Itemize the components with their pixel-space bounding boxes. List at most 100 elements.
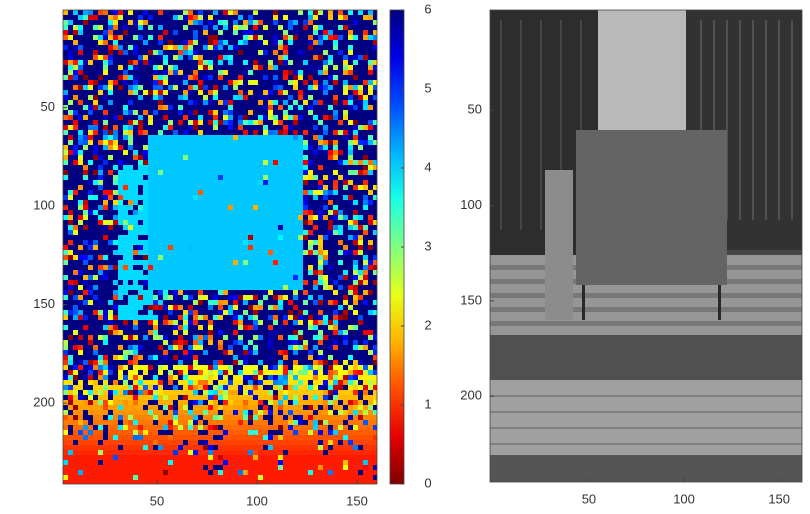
pixel — [203, 105, 208, 110]
pixel — [358, 165, 363, 170]
pixel — [83, 30, 88, 35]
pixel — [78, 80, 83, 85]
pixel — [253, 55, 258, 60]
pixel — [228, 400, 233, 405]
pixel — [128, 35, 133, 40]
pixel — [68, 180, 73, 185]
pixel — [283, 305, 288, 310]
pixel — [323, 80, 328, 85]
pixel — [63, 355, 68, 360]
pixel — [118, 190, 123, 195]
pixel — [103, 340, 108, 345]
pixel — [233, 215, 238, 220]
pixel — [288, 375, 293, 380]
pixel — [103, 275, 108, 280]
pixel — [63, 50, 68, 55]
pixel — [298, 200, 303, 205]
pixel — [233, 375, 238, 380]
pixel — [143, 285, 148, 290]
pixel — [228, 170, 233, 175]
pixel — [168, 315, 173, 320]
pixel — [248, 130, 253, 135]
pixel — [328, 30, 333, 35]
pixel — [213, 150, 218, 155]
pixel — [293, 160, 298, 165]
pixel — [193, 180, 198, 185]
pixel — [273, 240, 278, 245]
pixel — [163, 370, 168, 375]
pixel — [193, 385, 198, 390]
pixel — [238, 240, 243, 245]
pixel — [93, 235, 98, 240]
pixel — [273, 320, 278, 325]
pixel — [278, 75, 283, 80]
pixel — [168, 80, 173, 85]
pixel — [73, 45, 78, 50]
pixel — [118, 345, 123, 350]
pixel — [323, 165, 328, 170]
pixel — [78, 15, 83, 20]
pixel — [368, 265, 373, 270]
pixel — [353, 285, 358, 290]
pixel — [73, 15, 78, 20]
pixel — [373, 45, 377, 50]
pixel — [193, 140, 198, 145]
pixel — [233, 300, 238, 305]
pixel — [63, 400, 68, 405]
pixel — [108, 325, 113, 330]
pixel — [358, 290, 363, 295]
pixel — [328, 225, 333, 230]
pixel — [303, 35, 308, 40]
pixel — [268, 140, 273, 145]
pixel — [128, 310, 133, 315]
pixel — [293, 85, 298, 90]
pixel — [148, 115, 153, 120]
pixel — [338, 245, 343, 250]
pixel — [313, 125, 318, 130]
pixel — [283, 280, 288, 285]
pixel — [358, 275, 363, 280]
pixel — [248, 245, 253, 250]
pixel — [228, 310, 233, 315]
pixel — [73, 185, 78, 190]
pixel — [343, 355, 348, 360]
pixel — [138, 335, 143, 340]
pixel — [288, 80, 293, 85]
pixel — [73, 370, 78, 375]
pixel — [73, 90, 78, 95]
pixel — [228, 150, 233, 155]
pixel — [163, 350, 168, 355]
pixel — [203, 60, 208, 65]
pixel — [93, 350, 98, 355]
pixel — [333, 205, 338, 210]
pixel — [73, 65, 78, 70]
pixel — [213, 255, 218, 260]
pixel — [138, 140, 143, 145]
pixel — [343, 165, 348, 170]
pixel — [173, 345, 178, 350]
pixel — [253, 355, 258, 360]
pixel — [363, 60, 368, 65]
pixel — [173, 50, 178, 55]
pixel — [158, 250, 163, 255]
pixel — [178, 205, 183, 210]
pixel — [158, 50, 163, 55]
pixel — [298, 400, 303, 405]
pixel — [108, 120, 113, 125]
pixel — [68, 300, 73, 305]
pixel — [163, 280, 168, 285]
pixel — [268, 90, 273, 95]
pixel — [103, 55, 108, 60]
pixel — [258, 130, 263, 135]
pixel — [343, 350, 348, 355]
pixel — [118, 370, 123, 375]
pixel — [93, 50, 98, 55]
pixel — [143, 370, 148, 375]
pixel — [68, 315, 73, 320]
pixel — [103, 115, 108, 120]
pixel — [188, 125, 193, 130]
pixel — [93, 175, 98, 180]
pixel — [73, 135, 78, 140]
pixel — [233, 100, 238, 105]
pixel — [158, 285, 163, 290]
